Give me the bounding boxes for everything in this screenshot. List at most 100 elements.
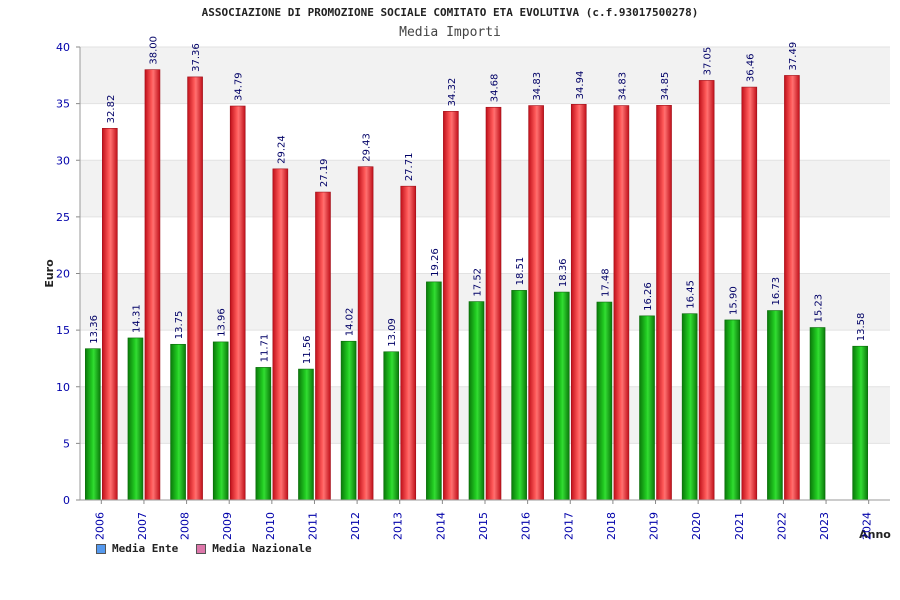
bar-media-ente bbox=[724, 319, 741, 501]
data-label-nazionale: 29.24 bbox=[276, 135, 287, 164]
y-tick-label: 5 bbox=[63, 437, 70, 450]
y-tick-label: 15 bbox=[56, 324, 70, 337]
bar-media-ente bbox=[553, 291, 570, 501]
x-tick-label: 2009 bbox=[221, 512, 234, 540]
legend-swatch-ente bbox=[96, 543, 106, 554]
data-label-ente: 16.73 bbox=[771, 277, 782, 306]
y-tick-label: 40 bbox=[56, 41, 70, 54]
x-tick-label: 2023 bbox=[818, 512, 831, 540]
bar-media-ente bbox=[127, 337, 144, 501]
data-label-ente: 13.09 bbox=[387, 318, 398, 347]
bar-media-ente bbox=[298, 368, 314, 501]
x-tick-label: 2022 bbox=[775, 512, 788, 540]
data-label-nazionale: 34.83 bbox=[532, 72, 543, 101]
data-label-ente: 18.36 bbox=[558, 258, 569, 287]
data-label-nazionale: 36.46 bbox=[745, 53, 756, 82]
data-label-ente: 13.36 bbox=[89, 315, 100, 344]
bar-media-nazionale bbox=[187, 76, 203, 501]
x-tick-label: 2011 bbox=[306, 512, 319, 540]
bar-media-ente bbox=[468, 301, 485, 501]
bar-media-ente bbox=[511, 290, 527, 501]
data-label-ente: 17.52 bbox=[473, 268, 484, 297]
data-label-nazionale: 29.43 bbox=[362, 133, 373, 162]
data-label-ente: 16.26 bbox=[643, 282, 654, 311]
bar-media-ente bbox=[85, 348, 101, 501]
x-tick-label: 2010 bbox=[264, 512, 277, 540]
data-label-nazionale: 27.71 bbox=[404, 153, 415, 182]
bar-media-nazionale bbox=[144, 69, 161, 501]
y-axis-title: Euro bbox=[43, 259, 56, 288]
y-tick-label: 30 bbox=[56, 154, 70, 167]
data-label-nazionale: 34.32 bbox=[447, 78, 458, 107]
data-label-ente: 11.56 bbox=[302, 335, 313, 364]
y-tick-label: 25 bbox=[56, 211, 70, 224]
x-tick-label: 2016 bbox=[520, 512, 533, 540]
bar-media-ente bbox=[639, 315, 655, 501]
chart-title: ASSOCIAZIONE DI PROMOZIONE SOCIALE COMIT… bbox=[201, 6, 699, 19]
legend-swatch-nazionale bbox=[196, 543, 207, 554]
data-label-ente: 13.75 bbox=[174, 311, 185, 340]
bar-media-nazionale bbox=[698, 80, 715, 501]
legend: Media Ente Media Nazionale bbox=[96, 542, 312, 555]
data-label-nazionale: 37.36 bbox=[191, 43, 202, 72]
bar-media-nazionale bbox=[400, 185, 417, 501]
x-tick-label: 2017 bbox=[562, 512, 575, 540]
x-tick-label: 2013 bbox=[392, 512, 405, 540]
x-tick-label: 2018 bbox=[605, 512, 618, 540]
bar-media-ente bbox=[212, 341, 229, 501]
bar-media-ente bbox=[340, 340, 357, 501]
data-label-ente: 18.51 bbox=[515, 257, 526, 286]
y-tick-label: 10 bbox=[56, 381, 70, 394]
legend-label-ente: Media Ente bbox=[112, 542, 179, 555]
data-label-ente: 14.31 bbox=[131, 304, 142, 333]
data-label-nazionale: 34.85 bbox=[660, 72, 671, 101]
x-tick-label: 2006 bbox=[93, 512, 106, 540]
x-tick-label: 2024 bbox=[861, 512, 874, 540]
bar-media-ente bbox=[426, 281, 442, 501]
bar-media-nazionale bbox=[272, 168, 289, 501]
y-tick-label: 0 bbox=[63, 494, 70, 507]
data-label-nazionale: 32.82 bbox=[106, 95, 117, 124]
data-label-ente: 16.45 bbox=[686, 280, 697, 309]
x-tick-label: 2008 bbox=[179, 512, 192, 540]
data-label-nazionale: 38.00 bbox=[148, 36, 159, 65]
legend-item-nazionale: Media Nazionale bbox=[196, 542, 312, 555]
data-label-nazionale: 34.68 bbox=[490, 74, 501, 103]
data-label-nazionale: 34.94 bbox=[575, 71, 586, 100]
bar-media-ente bbox=[681, 313, 698, 501]
y-tick-label: 35 bbox=[56, 98, 70, 111]
data-label-nazionale: 27.19 bbox=[319, 158, 330, 187]
bar-media-nazionale bbox=[485, 106, 502, 501]
bar-media-nazionale bbox=[741, 86, 758, 501]
bar-media-nazionale bbox=[528, 105, 544, 501]
bar-media-ente bbox=[767, 310, 783, 501]
data-label-ente: 13.58 bbox=[856, 313, 867, 342]
bar-media-ente bbox=[170, 343, 186, 501]
bar-media-ente bbox=[852, 345, 868, 501]
data-label-ente: 11.71 bbox=[259, 334, 270, 363]
x-tick-label: 2019 bbox=[648, 512, 661, 540]
bar-media-ente bbox=[383, 351, 400, 501]
bar-media-nazionale bbox=[443, 111, 459, 501]
x-tick-label: 2015 bbox=[477, 512, 490, 540]
x-axis-title: Anno bbox=[859, 528, 891, 541]
data-label-nazionale: 37.49 bbox=[788, 42, 799, 71]
bar-media-ente bbox=[596, 301, 613, 501]
bar-media-nazionale bbox=[613, 105, 630, 501]
x-tick-label: 2007 bbox=[136, 512, 149, 540]
x-tick-label: 2012 bbox=[349, 512, 362, 540]
data-label-nazionale: 34.83 bbox=[617, 72, 628, 101]
y-tick-label: 20 bbox=[56, 268, 70, 281]
x-tick-label: 2020 bbox=[690, 512, 703, 540]
data-label-nazionale: 34.79 bbox=[234, 72, 245, 101]
bar-media-nazionale bbox=[229, 105, 246, 501]
bar-media-nazionale bbox=[315, 191, 331, 501]
legend-item-ente: Media Ente bbox=[96, 542, 178, 555]
data-label-ente: 15.23 bbox=[814, 294, 825, 323]
x-tick-label: 2014 bbox=[434, 512, 447, 540]
bar-media-nazionale bbox=[357, 166, 374, 501]
data-label-ente: 17.48 bbox=[600, 268, 611, 297]
legend-label-nazionale: Media Nazionale bbox=[212, 542, 312, 555]
